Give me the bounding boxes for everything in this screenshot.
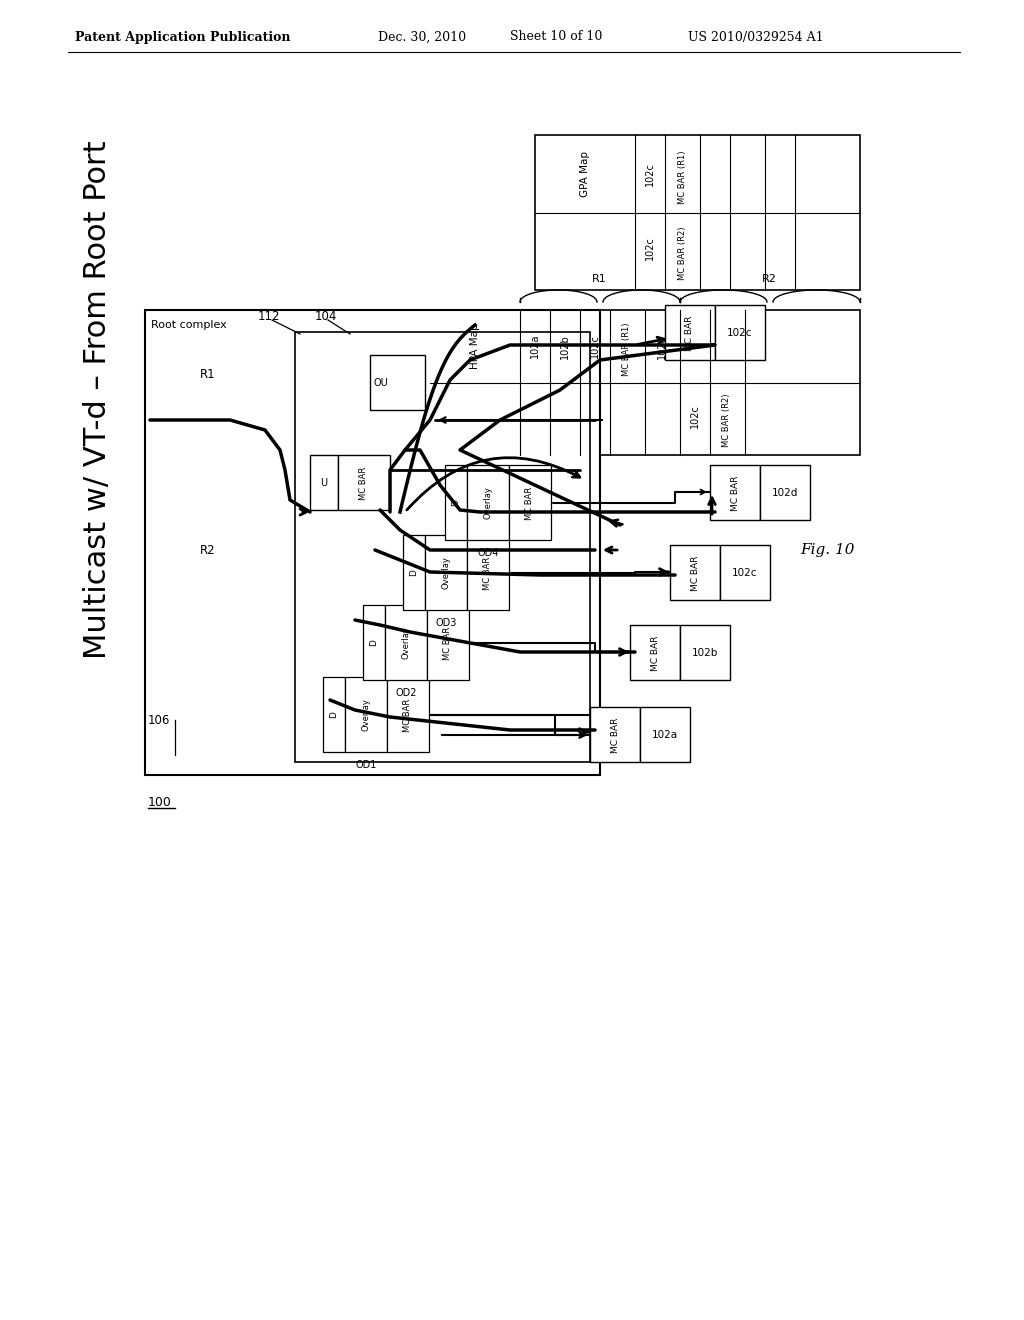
Text: MC BAR: MC BAR: [690, 556, 699, 590]
Text: MC BAR: MC BAR: [685, 315, 694, 351]
Text: OD2: OD2: [395, 688, 417, 698]
Text: 104: 104: [315, 310, 337, 323]
Bar: [720, 545, 770, 601]
Text: 102d: 102d: [657, 334, 667, 359]
Bar: [323, 677, 345, 752]
Bar: [338, 455, 390, 510]
Bar: [345, 677, 387, 752]
Text: MC BAR (R2): MC BAR (R2): [723, 393, 731, 447]
Text: Sheet 10 of 10: Sheet 10 of 10: [510, 30, 602, 44]
Bar: [387, 677, 429, 752]
Text: MC BAR (R2): MC BAR (R2): [678, 226, 686, 280]
Text: D: D: [330, 711, 339, 718]
Text: D: D: [370, 640, 379, 647]
Text: HPA Map: HPA Map: [470, 323, 480, 370]
Bar: [710, 465, 760, 520]
Text: MC BAR: MC BAR: [483, 556, 493, 590]
Bar: [665, 305, 715, 360]
Text: Fig. 10: Fig. 10: [800, 543, 854, 557]
Text: Dec. 30, 2010: Dec. 30, 2010: [378, 30, 466, 44]
Text: D: D: [452, 499, 461, 507]
Text: OD1: OD1: [355, 760, 377, 770]
Text: Overlay: Overlay: [361, 698, 371, 731]
Text: US 2010/0329254 A1: US 2010/0329254 A1: [688, 30, 823, 44]
Text: OD4: OD4: [477, 548, 499, 558]
Text: 102c: 102c: [645, 162, 655, 186]
Text: 102c: 102c: [590, 334, 600, 358]
Text: R2: R2: [762, 275, 777, 284]
Bar: [385, 605, 427, 680]
Text: MC BAR: MC BAR: [650, 635, 659, 671]
Text: MC BAR: MC BAR: [525, 486, 535, 520]
Bar: [509, 465, 551, 540]
Text: Root complex: Root complex: [151, 319, 226, 330]
Bar: [680, 624, 730, 680]
Bar: [370, 355, 425, 411]
Text: Overlay: Overlay: [483, 487, 493, 520]
Text: Patent Application Publication: Patent Application Publication: [75, 30, 291, 44]
Text: 102d: 102d: [772, 488, 798, 498]
Text: D: D: [410, 569, 419, 577]
Text: R1: R1: [592, 275, 607, 284]
Text: OD3: OD3: [435, 618, 457, 628]
Bar: [467, 535, 509, 610]
Bar: [535, 135, 860, 290]
Bar: [760, 465, 810, 520]
Bar: [310, 455, 338, 510]
Text: 102a: 102a: [530, 334, 540, 359]
Text: 106: 106: [148, 714, 170, 726]
Bar: [362, 605, 385, 680]
Text: 102c: 102c: [690, 404, 700, 428]
Text: U: U: [321, 478, 328, 488]
Text: Multicast w/ VT-d – From Root Port: Multicast w/ VT-d – From Root Port: [84, 141, 113, 659]
Bar: [630, 624, 680, 680]
Text: OU: OU: [373, 378, 388, 388]
Bar: [425, 535, 467, 610]
Bar: [590, 708, 640, 762]
Text: R1: R1: [200, 368, 216, 381]
Text: 102b: 102b: [560, 334, 570, 359]
Text: MC BAR: MC BAR: [403, 698, 413, 731]
Text: MC BAR (R1): MC BAR (R1): [623, 322, 632, 376]
Text: 102a: 102a: [652, 730, 678, 741]
Text: 100: 100: [148, 796, 172, 809]
Text: MC BAR: MC BAR: [359, 466, 369, 500]
Text: Overlay: Overlay: [401, 627, 411, 660]
Bar: [640, 708, 690, 762]
Text: GPA Map: GPA Map: [580, 150, 590, 197]
Text: Overlay: Overlay: [441, 557, 451, 590]
Text: 102b: 102b: [692, 648, 718, 657]
Text: MC BAR: MC BAR: [730, 475, 739, 511]
Bar: [427, 605, 469, 680]
Text: MC BAR: MC BAR: [443, 627, 453, 660]
Text: MC BAR (R1): MC BAR (R1): [678, 150, 686, 203]
Bar: [670, 545, 720, 601]
Bar: [445, 465, 467, 540]
Bar: [715, 305, 765, 360]
Text: 102c: 102c: [645, 236, 655, 260]
Text: 112: 112: [258, 310, 281, 323]
Text: MC BAR: MC BAR: [610, 717, 620, 752]
Bar: [403, 535, 425, 610]
Text: 102c: 102c: [727, 327, 753, 338]
Text: 102c: 102c: [732, 568, 758, 578]
Bar: [295, 333, 590, 762]
Bar: [430, 310, 860, 455]
Text: R2: R2: [200, 544, 216, 557]
Bar: [467, 465, 509, 540]
Bar: [145, 310, 600, 775]
